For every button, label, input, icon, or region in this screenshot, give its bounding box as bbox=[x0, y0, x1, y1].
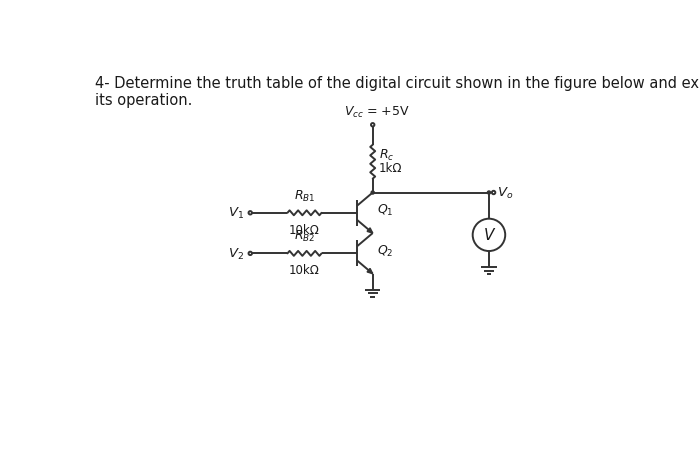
Text: V: V bbox=[484, 228, 494, 243]
Text: its operation.: its operation. bbox=[95, 93, 192, 107]
Text: $V_o$: $V_o$ bbox=[498, 186, 514, 200]
Text: $Q_1$: $Q_1$ bbox=[377, 203, 393, 218]
Polygon shape bbox=[367, 228, 372, 234]
Text: $Q_2$: $Q_2$ bbox=[377, 243, 393, 258]
Text: $R_{B1}$: $R_{B1}$ bbox=[294, 188, 315, 203]
Text: $R_{B2}$: $R_{B2}$ bbox=[294, 229, 315, 244]
Polygon shape bbox=[367, 269, 372, 274]
Text: $R_c$: $R_c$ bbox=[379, 147, 394, 162]
Text: 4- Determine the truth table of the digital circuit shown in the figure below an: 4- Determine the truth table of the digi… bbox=[95, 75, 700, 90]
Text: $V_{cc}$ = +5V: $V_{cc}$ = +5V bbox=[344, 105, 410, 120]
Circle shape bbox=[371, 192, 374, 194]
Text: $V_1$: $V_1$ bbox=[228, 206, 244, 221]
Text: 10kΩ: 10kΩ bbox=[289, 223, 320, 236]
Text: 1kΩ: 1kΩ bbox=[379, 161, 402, 174]
Text: 10kΩ: 10kΩ bbox=[289, 264, 320, 277]
Circle shape bbox=[487, 192, 491, 194]
Text: $V_2$: $V_2$ bbox=[228, 246, 244, 262]
